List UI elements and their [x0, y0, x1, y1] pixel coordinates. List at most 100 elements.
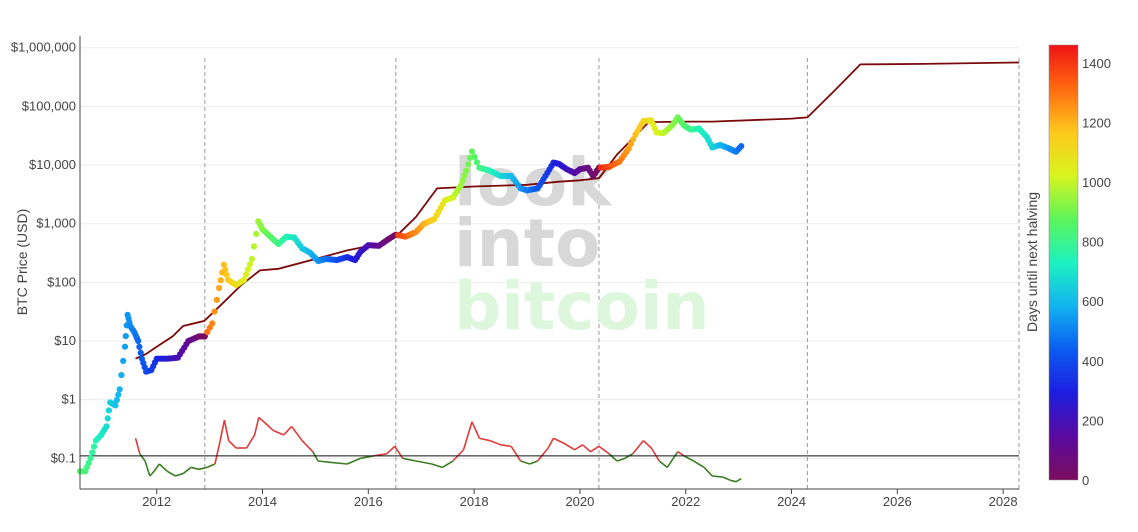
price-marker: [461, 172, 468, 179]
oscillator-segment: [590, 445, 600, 453]
oscillator-segment: [479, 437, 491, 442]
price-marker: [91, 443, 98, 450]
oscillator-segment: [735, 477, 742, 483]
oscillator-segment: [536, 447, 549, 462]
oscillator-segment: [272, 429, 284, 436]
y-tick-label: $10: [54, 333, 76, 348]
oscillator-segment: [574, 444, 583, 451]
colorbar-tick-label: 800: [1082, 235, 1104, 250]
price-marker: [116, 386, 123, 393]
y-tick-label: $100: [47, 274, 76, 289]
oscillator-segment: [166, 470, 176, 477]
oscillator-segment: [149, 470, 155, 477]
oscillator-segment: [219, 419, 226, 441]
oscillator-segment: [650, 447, 660, 462]
price-marker: [217, 277, 224, 284]
price-marker: [213, 296, 220, 303]
y-tick-label: $1: [62, 392, 76, 407]
x-tick-label: 2016: [354, 494, 383, 509]
watermark-look: look: [454, 144, 613, 221]
oscillator-segment: [415, 460, 432, 465]
oscillator-segment: [182, 466, 192, 475]
price-marker: [211, 308, 218, 315]
price-marker: [104, 415, 111, 422]
colorbar-tick-label: 1400: [1082, 56, 1111, 71]
oscillator-segment: [529, 460, 538, 465]
colorbar-title: Days until next halving: [1024, 192, 1040, 332]
price-marker: [137, 349, 144, 356]
x-tick-label: 2024: [777, 494, 806, 509]
price-marker: [473, 159, 480, 166]
oscillator-segment: [264, 422, 274, 431]
oscillator-segment: [158, 463, 168, 472]
watermark: look into bitcoin: [454, 144, 710, 345]
price-marker: [118, 372, 125, 379]
x-tick-labels: 2012 2014 2016 2018 2020 2022 2024 2026 2028: [142, 489, 1018, 509]
oscillator-segment: [386, 445, 396, 455]
colorbar-tick-label: 0: [1082, 473, 1089, 488]
price-marker: [87, 455, 94, 462]
oscillator-segment: [228, 440, 237, 449]
oscillator-segment: [144, 460, 151, 477]
price-marker: [625, 145, 632, 152]
price-marker: [244, 266, 252, 273]
price-marker: [738, 143, 745, 150]
oscillator-segment: [683, 455, 695, 462]
oscillator-segment: [153, 463, 161, 472]
price-marker: [246, 261, 253, 268]
y-axis-title: BTC Price (USD): [14, 209, 30, 316]
price-marker: [122, 333, 129, 340]
price-marker: [121, 343, 129, 350]
colorbar-rect: [1048, 44, 1079, 481]
oscillator-segment: [489, 439, 501, 446]
oscillator-segment: [712, 475, 723, 478]
oscillator-segment: [139, 453, 146, 462]
price-marker: [115, 391, 122, 398]
axes: [79, 36, 1019, 490]
oscillator-segment: [253, 417, 260, 436]
price-marker: [459, 177, 466, 184]
price-marker: [89, 449, 96, 456]
stock-to-flow-line: [135, 61, 1020, 360]
oscillator-segment: [214, 440, 221, 465]
y-tick-label: $0.1: [51, 450, 76, 465]
price-marker: [113, 396, 120, 404]
oscillator-segment: [608, 453, 618, 462]
oscillator-segment: [223, 419, 230, 441]
oscillator-segment: [677, 450, 685, 457]
oscillator-segment: [402, 457, 417, 462]
colorbar-tick-label: 1200: [1082, 115, 1111, 130]
oscillator-segment: [500, 444, 512, 448]
oscillator-segment: [658, 460, 668, 469]
price-marker: [465, 161, 472, 168]
price-series: [76, 114, 745, 475]
x-tick-label: 2012: [142, 494, 171, 509]
price-marker: [463, 167, 470, 174]
y-tick-labels: $1,000,000 $100,000 $10,000 $1,000 $100 $10 $1…: [11, 40, 76, 466]
oscillator-segment: [174, 472, 184, 477]
oscillator-segment: [642, 440, 652, 449]
oscillator-segment: [462, 421, 473, 450]
oscillator-segment: [693, 460, 705, 469]
price-marker: [103, 423, 110, 430]
colorbar-tick-label: 600: [1082, 294, 1104, 309]
price-marker: [135, 337, 142, 345]
y-tick-label: $10,000: [29, 157, 76, 172]
oscillator-segment: [190, 466, 200, 471]
price-marker: [248, 255, 255, 263]
oscillator-segment: [452, 449, 465, 462]
x-tick-label: 2022: [671, 494, 700, 509]
price-marker: [242, 271, 250, 278]
oscillator-segment: [471, 421, 481, 439]
oscillator-segment: [547, 437, 555, 449]
oscillator-segment: [520, 460, 530, 465]
oscillator-line: [134, 416, 742, 483]
oscillator-segment: [722, 476, 732, 482]
oscillator-segment: [283, 425, 293, 436]
price-marker: [223, 271, 230, 278]
price-marker: [216, 284, 223, 292]
y-tick-label: $1,000,000: [11, 40, 76, 55]
price-marker: [136, 343, 143, 350]
oscillator-segment: [346, 457, 361, 465]
colorbar-tick-label: 1000: [1082, 175, 1111, 190]
